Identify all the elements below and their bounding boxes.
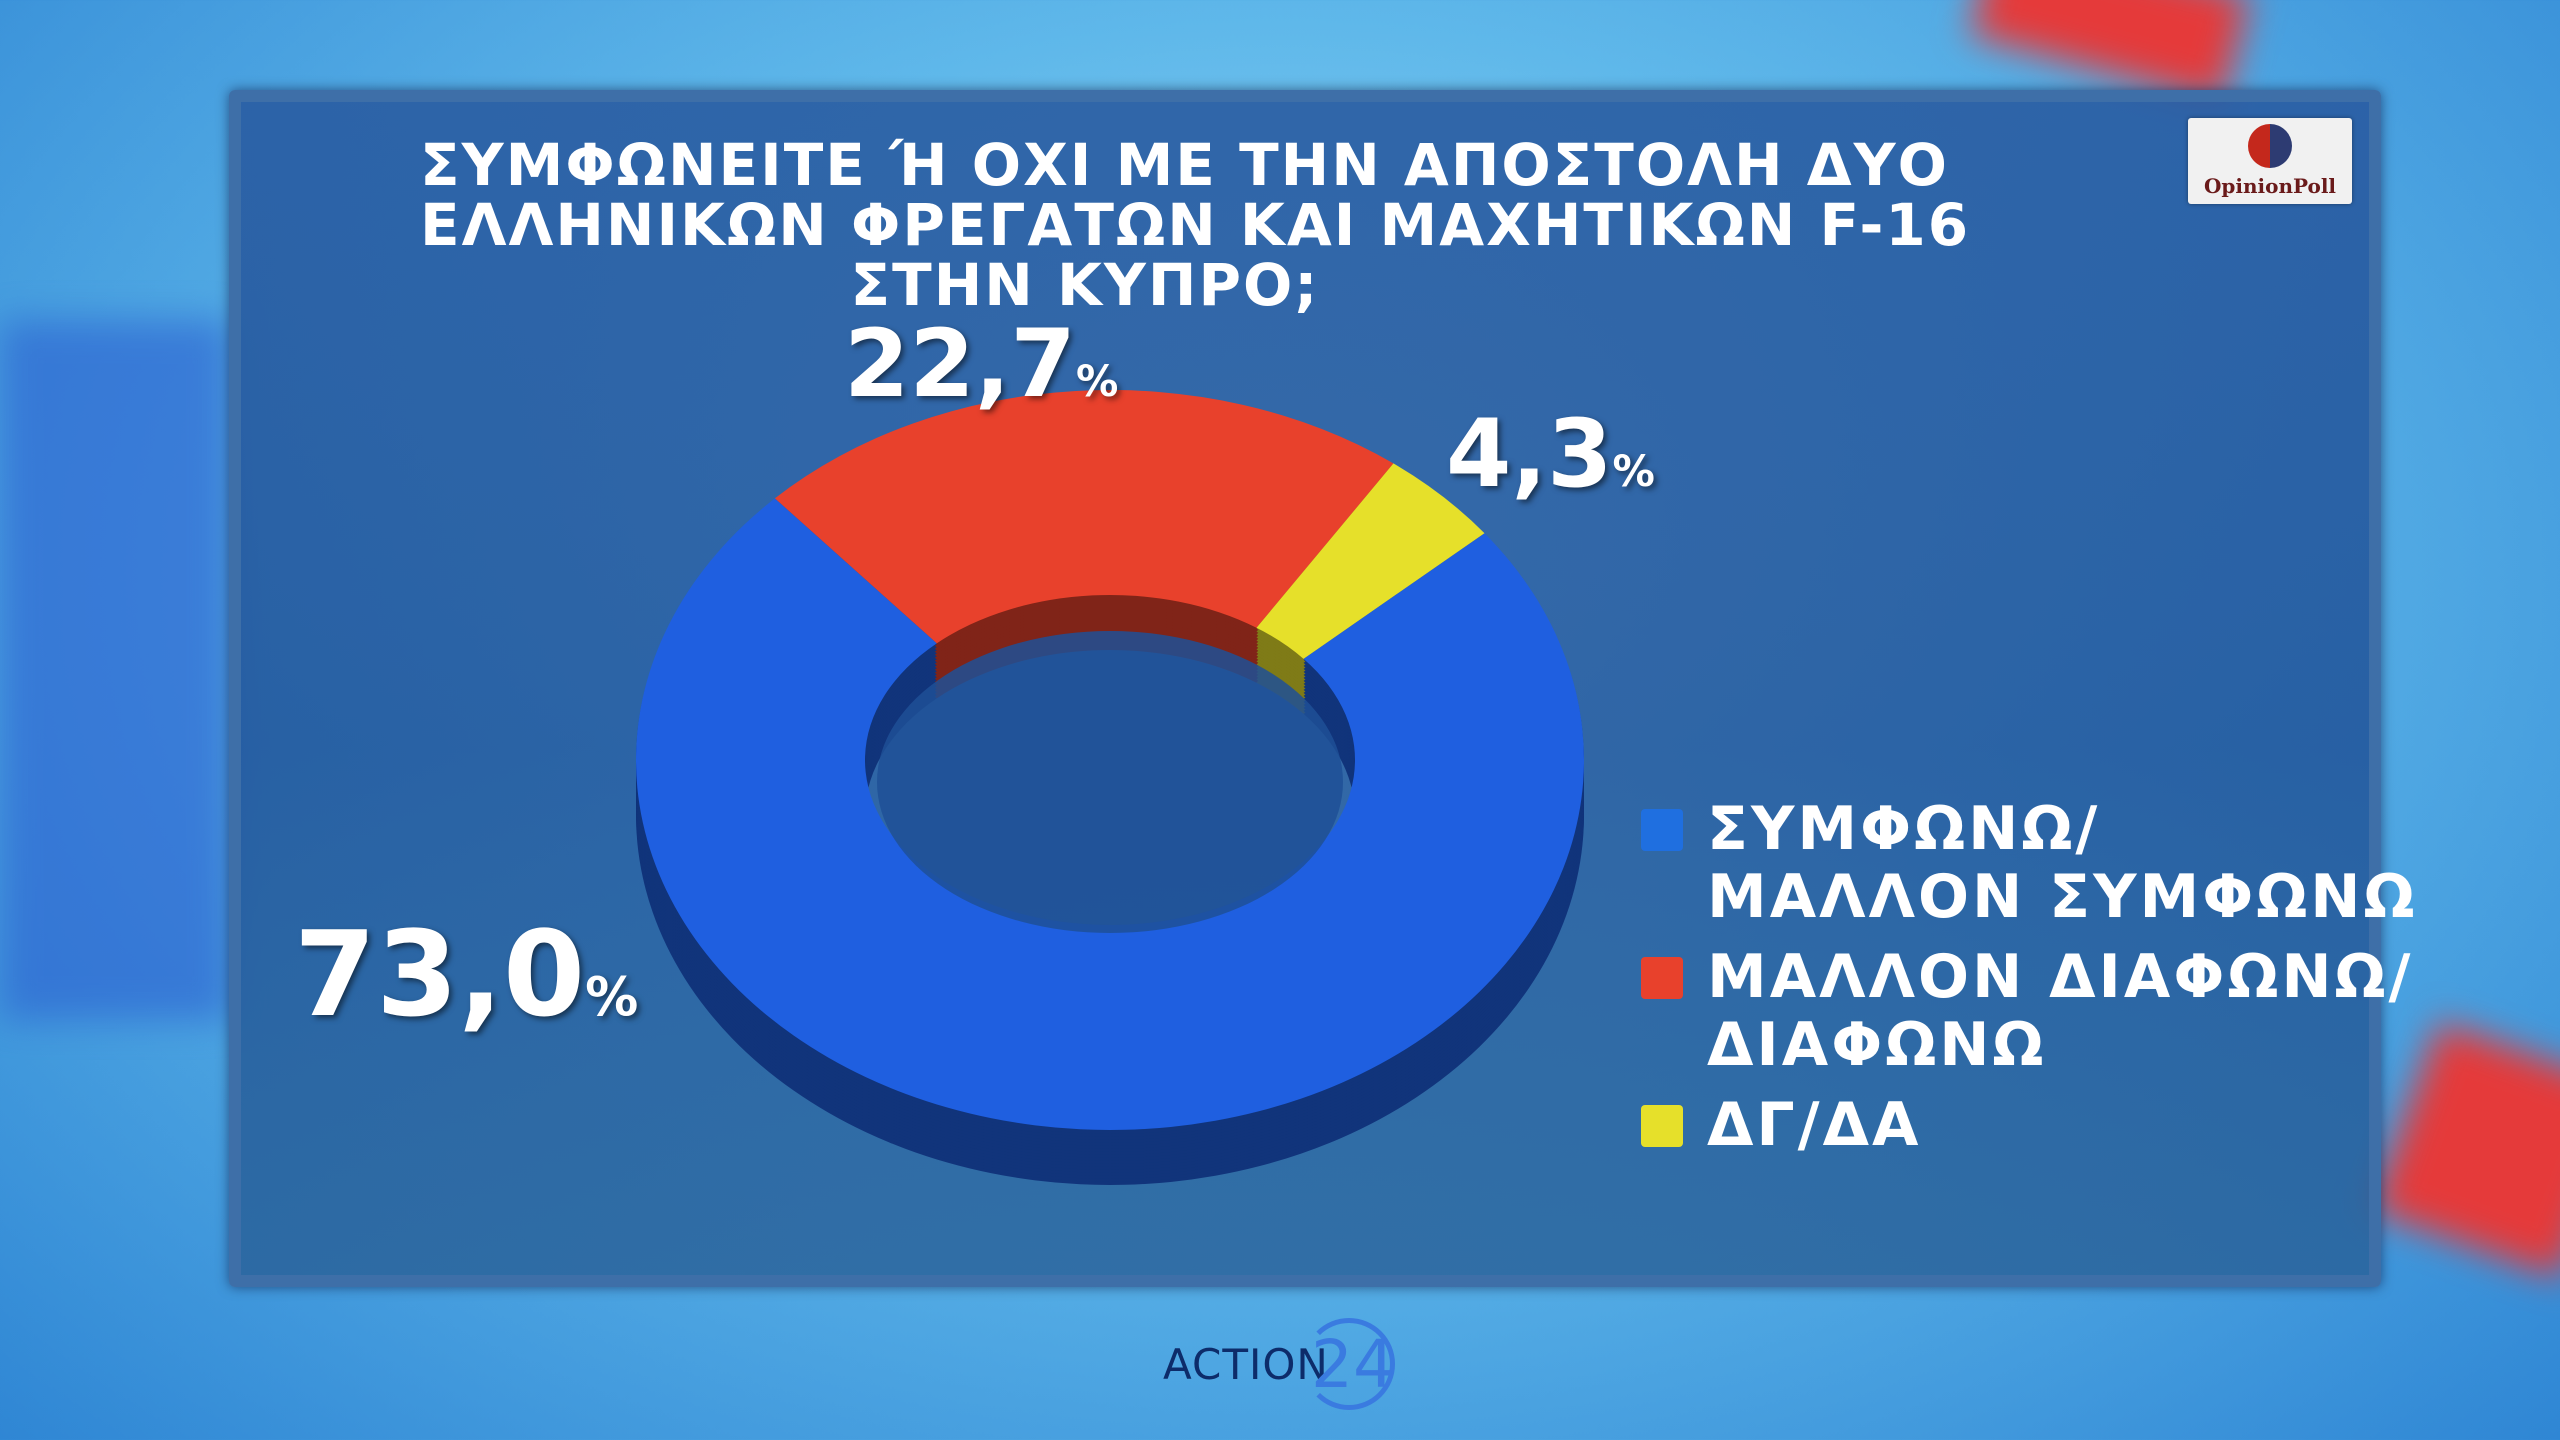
logo-text: OpinionPoll — [2203, 174, 2337, 198]
logo-mark-icon — [2248, 124, 2292, 168]
brand-word: ACTION — [1163, 1340, 1329, 1389]
donut-slice-0 — [774, 390, 1394, 644]
chart-title: ΣΥΜΦΩΝΕΙΤΕ Ή ΟΧΙ ΜΕ ΤΗΝ ΑΠΟΣΤΟΛΗ ΔΥΟ ΕΛΛ… — [420, 131, 1971, 319]
donut-slice-1 — [1256, 463, 1485, 659]
legend-text: ΔΙΑΦΩΝΩ — [1707, 1010, 2047, 1080]
title-line: ΣΤΗΝ ΚΥΠΡΟ; — [850, 251, 1320, 319]
brand-number: 24 — [1311, 1326, 1395, 1403]
title-line: ΕΛΛΗΝΙΚΩΝ ΦΡΕΓΑΤΩΝ ΚΑΙ ΜΑΧΗΤΙΚΩΝ F-16 — [420, 191, 1971, 259]
background-shape — [0, 320, 230, 1020]
legend: ΣΥΜΦΩΝΩ/ΜΑΛΛΟΝ ΣΥΜΦΩΝΩ ΜΑΛΛΟΝ ΔΙΑΦΩΝΩ/ΔΙ… — [1641, 795, 2418, 1171]
percent-sign: % — [1075, 357, 1119, 406]
legend-text: ΣΥΜΦΩΝΩ/ — [1707, 794, 2101, 864]
legend-swatch — [1641, 957, 1683, 999]
legend-item-dk: ΔΓ/ΔΑ — [1641, 1091, 2418, 1159]
legend-item-agree: ΣΥΜΦΩΝΩ/ΜΑΛΛΟΝ ΣΥΜΦΩΝΩ — [1641, 795, 2418, 931]
donut-slice-2 — [635, 498, 1584, 1130]
value-label-agree: 73,0% — [294, 905, 638, 1043]
legend-swatch — [1641, 1105, 1683, 1147]
legend-text: ΜΑΛΛΟΝ ΣΥΜΦΩΝΩ — [1707, 862, 2418, 932]
value-text: 22,7 — [844, 310, 1076, 419]
percent-sign: % — [585, 966, 639, 1028]
legend-swatch — [1641, 809, 1683, 851]
brand-ring-icon — [1303, 1318, 1395, 1410]
value-label-disagree: 22,7% — [844, 310, 1118, 419]
legend-item-disagree: ΜΑΛΛΟΝ ΔΙΑΦΩΝΩ/ΔΙΑΦΩΝΩ — [1641, 943, 2418, 1079]
value-text: 73,0 — [294, 905, 586, 1043]
donut-hole — [877, 631, 1343, 933]
legend-text: ΔΓ/ΔΑ — [1707, 1090, 1922, 1160]
title-line: ΣΥΜΦΩΝΕΙΤΕ Ή ΟΧΙ ΜΕ ΤΗΝ ΑΠΟΣΤΟΛΗ ΔΥΟ — [420, 131, 1949, 199]
legend-text: ΜΑΛΛΟΝ ΔΙΑΦΩΝΩ/ — [1707, 942, 2414, 1012]
percent-sign: % — [1612, 447, 1655, 496]
value-label-dk: 4,3% — [1446, 400, 1655, 509]
opinionpoll-logo: OpinionPoll — [2188, 118, 2352, 204]
value-text: 4,3 — [1446, 400, 1613, 509]
